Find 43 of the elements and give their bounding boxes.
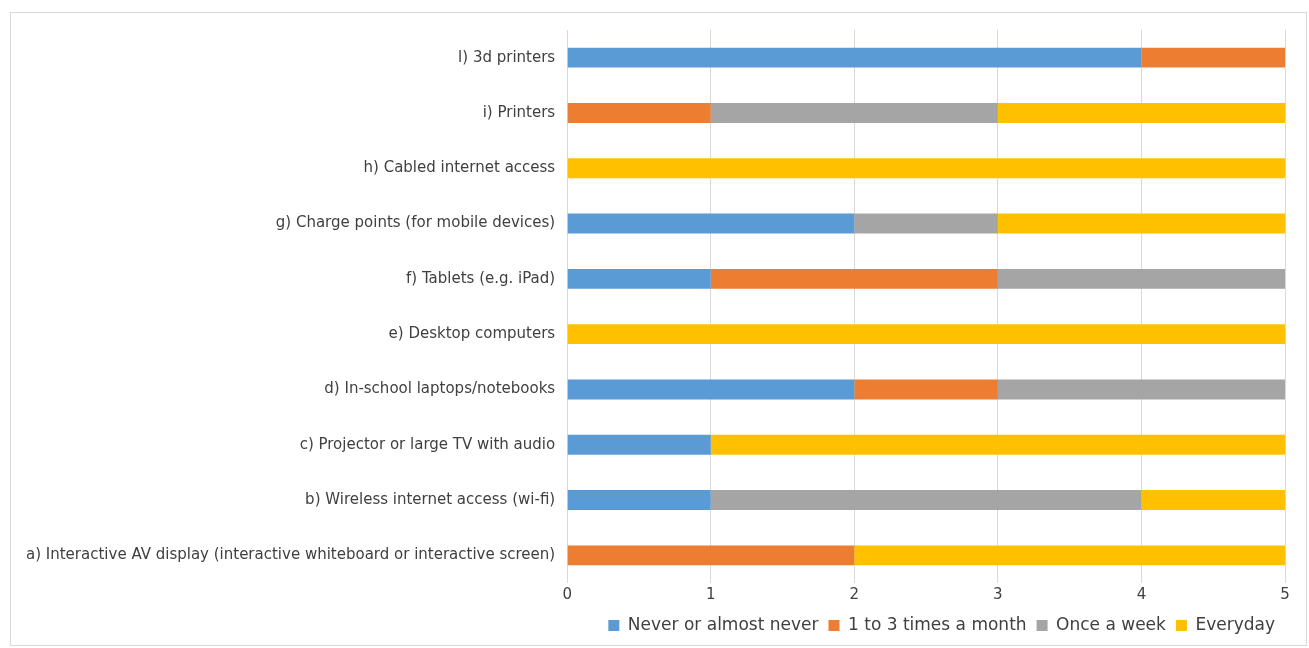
y-tick-label: e) Desktop computers xyxy=(388,324,556,343)
bar xyxy=(567,490,711,510)
y-tick-label: g) Charge points (for mobile devices) xyxy=(275,213,556,232)
y-tick-label: f) Tablets (e.g. iPad) xyxy=(406,268,556,287)
bar xyxy=(567,213,855,234)
bar xyxy=(567,158,1285,179)
bar xyxy=(1141,47,1285,68)
legend-label: Everyday xyxy=(1195,613,1276,634)
y-tick-label: a) Interactive AV display (interactive whiteboard or interactive screen) xyxy=(25,545,556,564)
y-tick-label: l) 3d printers xyxy=(458,47,556,66)
legend-label: 1 to 3 times a month xyxy=(847,613,1027,634)
bar xyxy=(1141,490,1285,510)
bar xyxy=(567,545,855,566)
x-tick-label: 1 xyxy=(705,584,716,603)
x-tick-label: 0 xyxy=(562,584,572,603)
bar xyxy=(997,379,1285,400)
bar xyxy=(854,545,1285,566)
x-tick-label: 2 xyxy=(849,584,860,603)
bar xyxy=(710,434,1285,455)
y-tick-label: b) Wireless internet access (wi-fi) xyxy=(305,489,556,508)
bar xyxy=(567,47,1142,68)
y-tick-label: i) Printers xyxy=(482,102,556,121)
legend-label: Never or almost never xyxy=(627,613,819,634)
bar xyxy=(567,268,711,289)
bar xyxy=(710,490,1142,510)
bar xyxy=(997,213,1285,234)
bar xyxy=(567,434,711,455)
y-tick-label: h) Cabled internet access xyxy=(363,158,556,177)
legend-label: Once a week xyxy=(1056,613,1167,634)
bar xyxy=(567,324,1285,345)
bar xyxy=(854,379,998,400)
y-tick-label: d) In-school laptops/notebooks xyxy=(324,379,556,398)
bar xyxy=(567,379,855,400)
bar xyxy=(854,213,998,234)
y-tick-label: c) Projector or large TV with audio xyxy=(299,434,556,453)
bar xyxy=(997,268,1285,289)
x-tick-label: 4 xyxy=(1136,584,1147,603)
bar xyxy=(710,268,998,289)
bar xyxy=(997,103,1285,123)
bar xyxy=(710,103,998,123)
x-tick-label: 5 xyxy=(1280,584,1290,603)
bar xyxy=(567,103,711,123)
x-tick-label: 3 xyxy=(993,584,1003,603)
